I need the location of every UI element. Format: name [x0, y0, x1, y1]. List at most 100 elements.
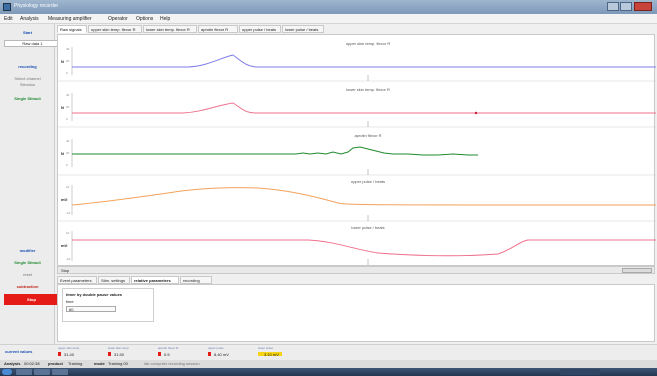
- y-axis-label: N: [61, 151, 64, 156]
- stop-button[interactable]: Stop: [4, 294, 59, 305]
- system-tray[interactable]: [560, 369, 600, 375]
- maximize-button[interactable]: [620, 2, 632, 11]
- time-scrollbar[interactable]: Stop: [57, 266, 655, 274]
- current-value-number: 31.40: [64, 352, 75, 357]
- title-bar: Physiology recorder: [0, 0, 657, 14]
- tick-label: 0: [66, 117, 68, 121]
- tick-label: 40: [66, 93, 70, 97]
- current-value-name: lower pulse: [258, 346, 274, 350]
- tab-relative-parameters[interactable]: relative parameters: [131, 276, 179, 284]
- tick-label: -10: [66, 211, 71, 215]
- time-input[interactable]: 60: [66, 306, 116, 312]
- tab-lower-pulse[interactable]: lower pulse / beats: [282, 25, 324, 33]
- y-axis-label: mV: [61, 243, 68, 248]
- current-value-name: upper skin temp: [58, 346, 80, 350]
- status-value: 00:02:38: [24, 361, 40, 366]
- current-value-number: 3.10 mV: [264, 352, 279, 357]
- current-value: aprotin flexor R 0.5: [158, 346, 206, 359]
- menu-analysis[interactable]: Analysis: [20, 16, 39, 22]
- tick-label: 40: [66, 47, 70, 51]
- subtraction-label[interactable]: subtraction: [16, 284, 39, 289]
- plot-area: upper skin temp. flexor R lower skin tem…: [57, 34, 656, 266]
- single-stimuli-button-2[interactable]: Single Stimuli: [14, 260, 41, 265]
- plot-title: upper pulse / beats: [350, 179, 386, 184]
- mode-label: mode: [94, 361, 105, 366]
- tick-label: 0: [66, 163, 68, 167]
- taskbar-item[interactable]: [52, 369, 68, 375]
- y-axis-label: mV: [61, 197, 68, 202]
- plot-title: aprotin flexor R: [354, 133, 382, 138]
- tab-recording[interactable]: recording: [180, 276, 212, 284]
- status-select-channel: Select channel: [14, 76, 41, 81]
- product-value: Training: [68, 361, 83, 366]
- tab-lower-skin-temp[interactable]: lower skin temp. flexor R: [143, 25, 197, 33]
- trace-upper-skin-temp: [72, 54, 656, 68]
- status-dot: [208, 352, 211, 356]
- y-axis-label: N: [61, 59, 64, 64]
- group-label: timer by double pause values: [66, 292, 123, 297]
- tick-label: 0: [66, 198, 68, 202]
- tick-label: 40: [66, 139, 70, 143]
- reset-button[interactable]: reset: [23, 272, 32, 277]
- footer-note: lab computer recording session: [144, 361, 200, 366]
- tab-raw-signals[interactable]: Raw signals: [57, 25, 87, 33]
- tick-label: 20: [66, 59, 70, 63]
- trace-upper-pulse: [71, 187, 656, 206]
- menu-measuring-amplifier[interactable]: Measuring amplifier: [48, 16, 92, 22]
- taskbar: [0, 368, 657, 376]
- modifier-label[interactable]: modifier: [19, 248, 36, 253]
- taskbar-item[interactable]: [34, 369, 50, 375]
- tick-label: 0: [66, 244, 68, 248]
- current-value-number: 8.40 mV: [214, 352, 229, 357]
- tick-label: 10: [66, 185, 70, 189]
- tab-event-parameters[interactable]: Event parameters: [57, 276, 97, 284]
- close-button[interactable]: [634, 2, 652, 11]
- tab-aprotin[interactable]: aprotin flexor R: [198, 25, 238, 33]
- trace-lower-pulse: [72, 239, 656, 257]
- scrollbar-label: Stop: [61, 268, 70, 273]
- current-value-name: upper pulse: [208, 346, 224, 350]
- window-title: Physiology recorder: [14, 3, 59, 9]
- preset-select[interactable]: Raw data 1: [4, 40, 59, 47]
- tick-label: 0: [66, 71, 68, 75]
- event-marker: [474, 111, 478, 115]
- app-icon: [3, 3, 11, 11]
- start-button[interactable]: Start: [22, 30, 33, 35]
- status-dot: [58, 352, 61, 356]
- current-value: upper skin temp 31.40: [58, 346, 106, 359]
- current-value-number: 0.5: [164, 352, 170, 357]
- current-value-number: 31.50: [114, 352, 125, 357]
- single-stimuli-button[interactable]: Single Stimuli: [14, 96, 41, 101]
- current-values-strip: current values upper skin temp 31.40 low…: [0, 344, 657, 360]
- current-value: lower skin temp 31.50: [108, 346, 156, 359]
- tab-stim-settings[interactable]: Stim. settings: [98, 276, 130, 284]
- menu-help[interactable]: Help: [160, 16, 171, 22]
- plot-title: upper skin temp. flexor R: [345, 41, 391, 46]
- settings-panel: timer by double pause values time 60: [57, 284, 655, 342]
- minimize-button[interactable]: [607, 2, 619, 11]
- tick-label: 20: [66, 105, 70, 109]
- tick-label: 10: [66, 231, 70, 235]
- menu-operator[interactable]: Operator: [108, 16, 128, 22]
- start-menu-icon[interactable]: [2, 369, 12, 375]
- status-label: Analysis: [4, 361, 21, 366]
- status-bar: [258, 352, 282, 356]
- scrollbar-thumb[interactable]: [622, 268, 652, 273]
- status-dot: [158, 352, 161, 356]
- tab-upper-skin-temp[interactable]: upper skin temp. flexor R: [88, 25, 142, 33]
- tab-upper-pulse[interactable]: upper pulse / beats: [239, 25, 281, 33]
- status-dot: [108, 352, 111, 356]
- plot-title: lower skin temp. flexor R: [346, 87, 390, 92]
- plot-tabs: Raw signals upper skin temp. flexor R lo…: [57, 25, 655, 33]
- settings-tabs: Event parameters Stim. settings relative…: [57, 276, 655, 284]
- menu-options[interactable]: Options: [136, 16, 154, 22]
- sidebar: Start Raw data 1 recording Select channe…: [0, 24, 59, 344]
- taskbar-item[interactable]: [16, 369, 32, 375]
- current-value: lower pulse 3.10 mV: [258, 346, 306, 359]
- trace-aprotin: [72, 146, 478, 156]
- current-value-name: lower skin temp: [108, 346, 129, 350]
- tick-label: 20: [66, 151, 70, 155]
- menu-edit[interactable]: Edit: [4, 16, 13, 22]
- timer-group: timer by double pause values time 60: [62, 288, 154, 322]
- recording-label: recording: [18, 64, 37, 69]
